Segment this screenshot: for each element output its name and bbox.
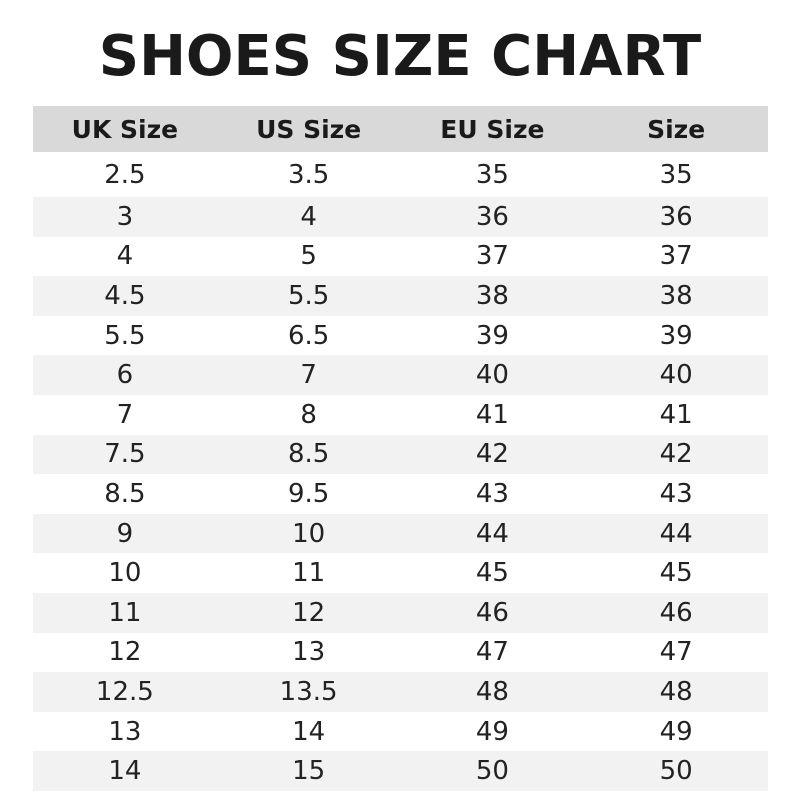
table-cell: 7.5 xyxy=(104,439,146,470)
table-header: UK Size US Size EU Size Size xyxy=(33,106,768,152)
table-cell: 50 xyxy=(475,756,509,787)
table-cell: 42 xyxy=(475,439,509,470)
table-row: 14 15 50 50 xyxy=(33,751,768,791)
table-cell: 6 xyxy=(116,360,134,391)
table-cell: 5.5 xyxy=(287,280,330,311)
table-cell: 9 xyxy=(116,518,134,549)
table-cell: 36 xyxy=(659,201,693,232)
table-cell: 41 xyxy=(475,399,509,430)
table-cell: 12 xyxy=(292,597,326,628)
table-cell: 4 xyxy=(300,201,317,232)
table-cell: 50 xyxy=(659,756,693,787)
table-cell: 13 xyxy=(108,716,142,747)
table-body: 2.5 3.5 35 35 3 4 36 36 4 5 37 37 4.5 5.5 38 38 5.5 6.5 39… xyxy=(33,152,768,791)
table-row: 4.5 5.5 38 38 xyxy=(33,276,768,316)
table-cell: 3 xyxy=(116,201,134,232)
size-table: UK Size US Size EU Size Size 2.5 3.5 35 35 3 4 36… xyxy=(33,106,768,791)
table-row: 6 7 40 40 xyxy=(33,355,768,395)
table-cell: 43 xyxy=(659,478,693,509)
table-cell: 5 xyxy=(300,241,317,272)
table-cell: 44 xyxy=(475,518,509,549)
table-cell: 9.5 xyxy=(287,478,330,509)
column-header: EU Size xyxy=(440,114,545,144)
table-row: 13 14 49 49 xyxy=(33,712,768,752)
table-cell: 35 xyxy=(475,159,509,190)
table-cell: 47 xyxy=(659,637,693,668)
table-cell: 6.5 xyxy=(287,320,330,351)
table-cell: 12.5 xyxy=(95,676,154,707)
table-cell: 10 xyxy=(292,518,326,549)
table-row: 3 4 36 36 xyxy=(33,197,768,237)
table-cell: 7 xyxy=(116,399,134,430)
table-cell: 13.5 xyxy=(279,676,338,707)
column-header: US Size xyxy=(256,114,362,144)
table-row: 8.5 9.5 43 43 xyxy=(33,474,768,514)
table-cell: 41 xyxy=(659,399,693,430)
table-cell: 36 xyxy=(475,201,509,232)
table-cell: 5.5 xyxy=(104,320,146,351)
table-cell: 45 xyxy=(659,558,693,589)
column-header: Size xyxy=(647,114,706,144)
table-cell: 11 xyxy=(108,597,142,628)
table-row: 7.5 8.5 42 42 xyxy=(33,434,768,475)
table-cell: 46 xyxy=(475,597,509,628)
table-cell: 38 xyxy=(475,280,509,311)
table-cell: 8 xyxy=(300,399,317,430)
table-cell: 48 xyxy=(659,676,693,707)
page-title: SHOES SIZE CHART xyxy=(98,24,702,89)
table-cell: 45 xyxy=(475,558,509,589)
table-cell: 44 xyxy=(659,518,693,549)
table-row: 5.5 6.5 39 39 xyxy=(33,316,768,356)
table-cell: 12 xyxy=(108,637,142,668)
table-cell: 10 xyxy=(108,558,142,589)
table-cell: 14 xyxy=(108,756,142,787)
table-cell: 49 xyxy=(475,716,509,747)
table-row: 2.5 3.5 35 35 xyxy=(33,152,768,197)
table-row: 12 13 47 47 xyxy=(33,633,768,673)
table-row: 11 12 46 46 xyxy=(33,592,768,633)
table-cell: 7 xyxy=(300,360,317,391)
table-row: 9 10 44 44 xyxy=(33,513,768,554)
column-header: UK Size xyxy=(71,114,179,144)
table-cell: 13 xyxy=(292,637,326,668)
table-cell: 39 xyxy=(659,320,693,351)
table-cell: 43 xyxy=(475,478,509,509)
table-cell: 46 xyxy=(659,597,693,628)
table-cell: 8.5 xyxy=(104,478,146,509)
table-cell: 40 xyxy=(475,360,509,391)
table-cell: 37 xyxy=(475,241,509,272)
table-row: 7 8 41 41 xyxy=(33,395,768,435)
table-cell: 42 xyxy=(659,439,693,470)
table-cell: 40 xyxy=(659,360,693,391)
table-cell: 2.5 xyxy=(104,159,146,190)
table-cell: 14 xyxy=(292,716,326,747)
table-cell: 37 xyxy=(659,241,693,272)
table-row: 12.5 13.5 48 48 xyxy=(33,672,768,712)
table-cell: 39 xyxy=(475,320,509,351)
table-cell: 11 xyxy=(292,558,326,589)
table-cell: 4.5 xyxy=(104,280,146,311)
table-cell: 8.5 xyxy=(287,439,330,470)
table-cell: 15 xyxy=(292,756,326,787)
table-cell: 35 xyxy=(659,159,693,190)
table-cell: 49 xyxy=(659,716,693,747)
table-cell: 3.5 xyxy=(287,159,330,190)
table-row: 10 11 45 45 xyxy=(33,553,768,593)
table-cell: 47 xyxy=(475,637,509,668)
table-cell: 38 xyxy=(659,280,693,311)
table-cell: 4 xyxy=(116,241,134,272)
table-row: 4 5 37 37 xyxy=(33,237,768,277)
table-cell: 48 xyxy=(475,676,509,707)
